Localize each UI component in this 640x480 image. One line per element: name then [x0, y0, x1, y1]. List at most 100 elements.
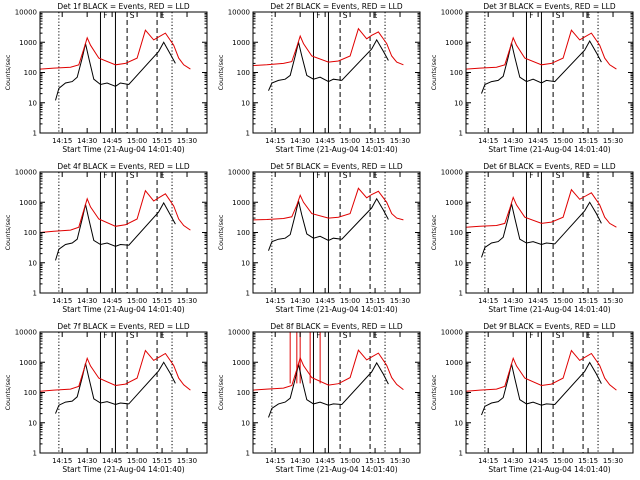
- x-tick-label: 15:30: [603, 137, 623, 145]
- x-tick-label: 14:30: [77, 457, 97, 465]
- panel-title: Det 4f BLACK = Events, RED = LLD: [57, 162, 190, 171]
- x-tick-label: 15:00: [127, 457, 147, 465]
- panel-det-3: Det 3f BLACK = Events, RED = LLDFSE11010…: [430, 2, 634, 154]
- y-axis-label: Counts/sec: [4, 54, 12, 90]
- x-tick-label: 15:15: [152, 137, 172, 145]
- y-tick-label: 100: [237, 229, 250, 237]
- interval-letter-s: S: [556, 11, 561, 20]
- y-tick-label: 10000: [228, 9, 250, 17]
- x-tick-label: 15:00: [553, 297, 573, 305]
- x-tick-label: 15:15: [365, 457, 385, 465]
- y-axis-label: Counts/sec: [217, 54, 225, 90]
- x-axis-label: Start Time (21-Aug-04 14:01:40): [488, 305, 610, 314]
- panel-det-2: Det 2f BLACK = Events, RED = LLDFSE11010…: [217, 2, 421, 154]
- panel-title: Det 9f BLACK = Events, RED = LLD: [483, 322, 616, 331]
- interval-letter-s: S: [343, 171, 348, 180]
- y-tick-label: 100: [237, 69, 250, 77]
- x-tick-label: 14:45: [102, 297, 122, 305]
- x-tick-label: 14:45: [528, 457, 548, 465]
- x-tick-label: 15:15: [152, 457, 172, 465]
- series-events: [55, 201, 176, 261]
- x-tick-label: 15:15: [365, 297, 385, 305]
- y-tick-label: 10: [241, 99, 250, 107]
- y-tick-label: 10000: [441, 9, 463, 17]
- x-tick-label: 14:30: [290, 137, 310, 145]
- x-tick-label: 14:45: [315, 457, 335, 465]
- x-tick-label: 14:15: [265, 297, 285, 305]
- y-tick-label: 1: [33, 450, 37, 458]
- series-events: [481, 361, 602, 416]
- interval-letter-s: S: [343, 11, 348, 20]
- y-axis-label: Counts/sec: [217, 214, 225, 250]
- y-tick-label: 10000: [15, 9, 37, 17]
- interval-letter-s: S: [556, 331, 561, 340]
- x-tick-label: 14:15: [265, 457, 285, 465]
- interval-letter-f: F: [529, 11, 533, 20]
- x-tick-label: 14:45: [315, 297, 335, 305]
- y-tick-label: 1: [246, 450, 250, 458]
- series-events: [481, 39, 602, 94]
- interval-letter-f: F: [529, 331, 533, 340]
- plot-frame: [39, 171, 208, 294]
- y-tick-label: 1000: [445, 359, 463, 367]
- x-tick-label: 15:30: [177, 137, 197, 145]
- x-tick-label: 15:30: [603, 457, 623, 465]
- y-tick-label: 100: [24, 389, 37, 397]
- x-tick-label: 14:15: [478, 457, 498, 465]
- y-tick-label: 10: [241, 259, 250, 267]
- interval-letter-f: F: [316, 331, 320, 340]
- interval-letter-f: F: [316, 171, 320, 180]
- interval-letter-f: F: [529, 171, 533, 180]
- y-tick-label: 1: [459, 130, 463, 138]
- x-tick-label: 14:30: [503, 457, 523, 465]
- x-axis-label: Start Time (21-Aug-04 14:01:40): [275, 145, 397, 154]
- y-tick-label: 1: [33, 130, 37, 138]
- y-tick-label: 10: [454, 259, 463, 267]
- x-tick-label: 14:30: [503, 137, 523, 145]
- x-tick-label: 15:30: [603, 297, 623, 305]
- plot-frame: [465, 331, 634, 454]
- series-events: [268, 361, 389, 418]
- interval-letter-s: S: [130, 11, 135, 20]
- interval-letter-f: F: [316, 11, 320, 20]
- interval-letter-f: F: [103, 171, 107, 180]
- y-tick-label: 1: [246, 130, 250, 138]
- series-lld: [252, 187, 404, 221]
- plot-frame: [465, 171, 634, 294]
- y-tick-label: 10000: [441, 169, 463, 177]
- y-tick-label: 100: [24, 69, 37, 77]
- x-tick-label: 14:30: [290, 297, 310, 305]
- y-axis-label: Counts/sec: [217, 374, 225, 410]
- x-tick-label: 15:00: [553, 457, 573, 465]
- y-axis-label: Counts/sec: [430, 54, 438, 90]
- x-tick-label: 14:15: [52, 137, 72, 145]
- y-tick-label: 10: [28, 259, 37, 267]
- x-tick-label: 14:45: [315, 137, 335, 145]
- y-tick-label: 10: [241, 419, 250, 427]
- series-events: [268, 197, 389, 251]
- x-tick-label: 14:45: [102, 457, 122, 465]
- x-tick-label: 15:30: [390, 457, 410, 465]
- y-tick-label: 1000: [19, 199, 37, 207]
- y-tick-label: 10000: [228, 169, 250, 177]
- x-axis-label: Start Time (21-Aug-04 14:01:40): [488, 145, 610, 154]
- x-tick-label: 14:45: [528, 297, 548, 305]
- x-tick-label: 15:30: [177, 457, 197, 465]
- interval-letter-s: S: [343, 331, 348, 340]
- x-tick-label: 15:00: [127, 137, 147, 145]
- plot-frame: [252, 11, 421, 134]
- x-tick-label: 14:45: [528, 137, 548, 145]
- y-tick-label: 10: [28, 419, 37, 427]
- y-tick-label: 100: [237, 389, 250, 397]
- panel-title: Det 2f BLACK = Events, RED = LLD: [270, 2, 403, 11]
- y-tick-label: 1000: [232, 199, 250, 207]
- series-lld: [39, 349, 191, 392]
- plot-frame: [252, 171, 421, 294]
- panel-title: Det 5f BLACK = Events, RED = LLD: [270, 162, 403, 171]
- x-axis-label: Start Time (21-Aug-04 14:01:40): [62, 305, 184, 314]
- x-tick-label: 15:15: [578, 297, 598, 305]
- x-tick-label: 15:30: [177, 297, 197, 305]
- series-lld: [465, 349, 617, 392]
- interval-letter-s: S: [130, 171, 135, 180]
